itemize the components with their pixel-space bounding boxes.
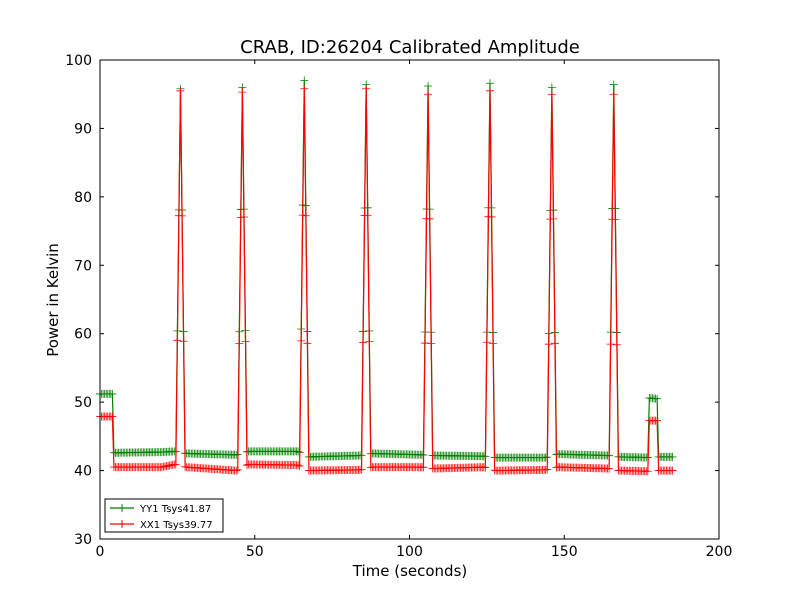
series-layer <box>96 76 677 476</box>
x-tick-label: 50 <box>246 544 264 560</box>
data-point <box>295 462 304 471</box>
data-point <box>427 339 436 348</box>
series-line <box>100 80 673 459</box>
data-point <box>419 463 428 472</box>
y-tick-label: 60 <box>74 327 92 343</box>
data-point <box>176 86 185 95</box>
data-point <box>606 340 615 349</box>
data-point <box>298 211 307 220</box>
data-point <box>487 212 496 221</box>
series-line <box>100 88 673 472</box>
y-tick-label: 80 <box>74 190 92 206</box>
x-axis: 0 50 100 150 200 <box>96 60 733 560</box>
data-point <box>547 83 556 92</box>
chart-title: CRAB, ID:26204 Calibrated Amplitude <box>240 37 580 58</box>
data-point <box>612 340 621 349</box>
x-tick-label: 100 <box>396 544 423 560</box>
data-point <box>489 339 498 348</box>
data-point <box>668 452 677 461</box>
series-1 <box>96 76 677 462</box>
y-tick-label: 30 <box>74 532 92 548</box>
series-2 <box>96 84 677 476</box>
data-point <box>357 465 366 474</box>
y-axis: 30 40 50 60 70 80 90 100 <box>65 53 719 548</box>
data-point <box>611 215 620 224</box>
legend-label: YY1 Tsys41.87 <box>139 504 211 515</box>
legend-label: XX1 Tsys39.77 <box>140 520 213 531</box>
data-point <box>550 339 559 348</box>
data-point <box>173 336 182 345</box>
x-tick-label: 200 <box>706 544 733 560</box>
data-point <box>236 213 245 222</box>
data-point <box>238 88 247 97</box>
data-point <box>243 461 252 470</box>
data-point <box>241 337 250 346</box>
data-point <box>485 79 494 88</box>
data-point <box>294 447 303 456</box>
data-point <box>171 460 180 469</box>
y-tick-label: 50 <box>74 395 92 411</box>
data-point <box>609 90 618 99</box>
y-tick-label: 100 <box>65 53 92 69</box>
data-point <box>544 340 553 349</box>
data-point <box>108 389 117 398</box>
data-point <box>481 463 490 472</box>
data-point <box>239 213 248 222</box>
data-point <box>420 339 429 348</box>
x-tick-label: 0 <box>96 544 105 560</box>
y-axis-label: Power in Kelvin <box>44 243 62 357</box>
data-point <box>425 214 434 223</box>
data-point <box>424 82 433 91</box>
y-tick-label: 40 <box>74 464 92 480</box>
data-point <box>303 339 312 348</box>
legend-box <box>104 498 224 533</box>
data-point <box>232 450 241 459</box>
data-point <box>233 465 242 474</box>
data-point <box>363 211 372 220</box>
data-point <box>301 211 310 220</box>
data-point <box>653 416 662 425</box>
data-point <box>294 461 303 470</box>
data-point <box>300 84 309 93</box>
data-point <box>609 80 618 89</box>
data-point <box>178 211 187 220</box>
data-point <box>108 412 117 421</box>
legend: YY1 Tsys41.87 XX1 Tsys39.77 <box>104 498 224 533</box>
x-axis-label: Time (seconds) <box>352 562 468 580</box>
data-point <box>605 464 614 473</box>
data-point <box>479 463 488 472</box>
data-point <box>365 337 374 346</box>
legend-marker <box>118 520 126 528</box>
y-tick-label: 90 <box>74 121 92 137</box>
y-tick-label: 70 <box>74 258 92 274</box>
data-point <box>232 466 241 475</box>
legend-marker <box>118 504 126 512</box>
data-point <box>541 453 550 462</box>
data-point <box>549 214 558 223</box>
data-point <box>300 76 309 85</box>
data-point <box>359 338 368 347</box>
x-tick-label: 150 <box>551 544 578 560</box>
data-point <box>482 338 491 347</box>
data-point <box>297 336 306 345</box>
data-point <box>362 84 371 93</box>
data-point <box>485 86 494 95</box>
data-point <box>543 465 552 474</box>
data-point <box>179 337 188 346</box>
data-point <box>424 90 433 99</box>
data-point <box>668 466 677 475</box>
data-point <box>653 394 662 403</box>
data-point <box>547 90 556 99</box>
data-point <box>643 467 652 476</box>
data-point <box>235 339 244 348</box>
